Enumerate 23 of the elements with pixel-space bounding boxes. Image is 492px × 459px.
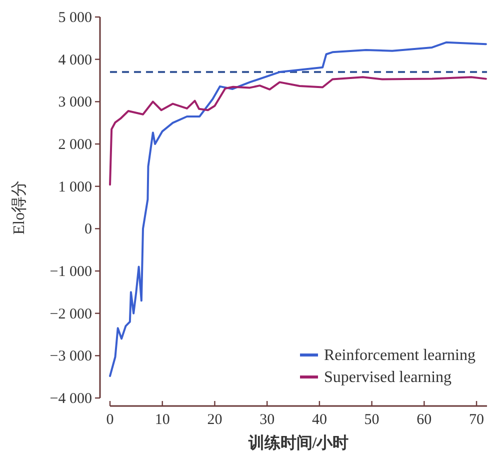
y-axis-title: Elo得分 <box>11 180 28 235</box>
legend-label: Supervised learning <box>324 369 452 386</box>
legend-label: Reinforcement learning <box>324 347 476 364</box>
x-axis-title: 训练时间/小时 <box>247 434 349 452</box>
y-tick-label: 5 000 <box>58 10 92 26</box>
line-series <box>109 76 487 186</box>
x-tick-label: 20 <box>207 412 222 428</box>
y-tick-label: 3 000 <box>58 94 92 111</box>
x-tick-label: 60 <box>416 412 432 428</box>
x-tick-label: 30 <box>260 412 275 428</box>
x-tick-label: 10 <box>154 412 170 428</box>
y-tick-label: 4 000 <box>58 52 92 68</box>
y-tick-label: −3 000 <box>50 348 92 365</box>
x-tick-label: 40 <box>312 412 327 428</box>
y-tick-label: −1 000 <box>50 264 92 280</box>
y-tick-label: 0 <box>84 222 92 238</box>
y-tick-label: −2 000 <box>50 306 92 322</box>
y-tick-label: 1 000 <box>58 179 92 196</box>
y-tick-label: 2 000 <box>58 137 92 153</box>
x-tick-label: 0 <box>106 412 114 428</box>
y-tick-label: −4 000 <box>50 391 92 407</box>
x-tick-label: 50 <box>364 412 380 428</box>
x-tick-label: 70 <box>469 412 484 428</box>
